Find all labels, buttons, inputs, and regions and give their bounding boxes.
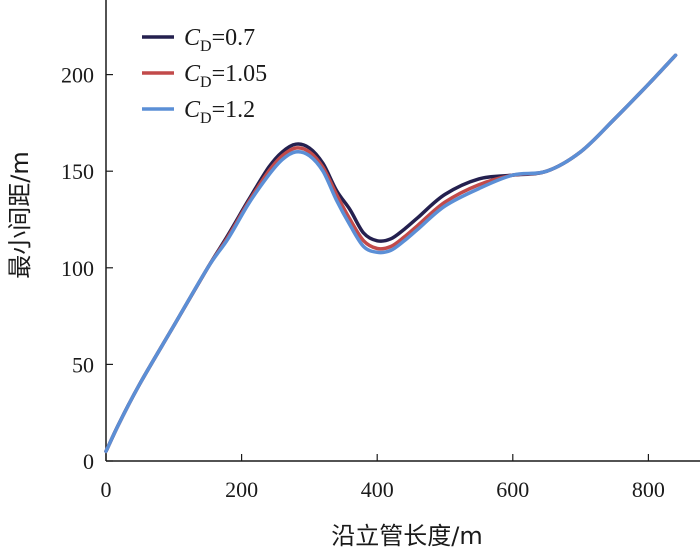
series-line-3 [104, 53, 678, 454]
legend-subscript: D [200, 38, 212, 55]
axes [105, 0, 700, 462]
series-lines [104, 53, 678, 454]
x-tick-label: 600 [496, 477, 529, 502]
legend-symbol: C [184, 25, 201, 51]
y-tick-label: 150 [61, 159, 94, 184]
x-tick-label: 800 [632, 477, 665, 502]
y-tick-label: 50 [72, 352, 94, 377]
legend-label-1: CD=0.7 [184, 25, 255, 55]
legend-value: =1.2 [212, 97, 256, 123]
legend-subscript: D [200, 74, 212, 91]
x-tick-label: 400 [361, 477, 394, 502]
legend-value: =0.7 [212, 25, 256, 51]
y-tick-label: 100 [61, 256, 94, 281]
legend-value: =1.05 [212, 61, 268, 87]
x-axis-title: 沿立管长度/m [331, 522, 482, 550]
legend-label-2: CD=1.05 [184, 61, 267, 91]
x-tick-label: 200 [225, 477, 258, 502]
legend-symbol: C [184, 97, 201, 123]
x-axis-ticks: 0 200 400 600 800 [101, 454, 665, 502]
legend-subscript: D [200, 110, 212, 127]
y-axis-ticks: 0 50 100 150 200 [61, 63, 113, 474]
y-tick-label: 0 [83, 449, 94, 474]
y-axis-title: 最小间距/m [6, 151, 34, 278]
x-tick-label: 0 [101, 477, 112, 502]
legend-symbol: C [184, 61, 201, 87]
legend-label-3: CD=1.2 [184, 97, 255, 127]
y-tick-label: 200 [61, 63, 94, 88]
